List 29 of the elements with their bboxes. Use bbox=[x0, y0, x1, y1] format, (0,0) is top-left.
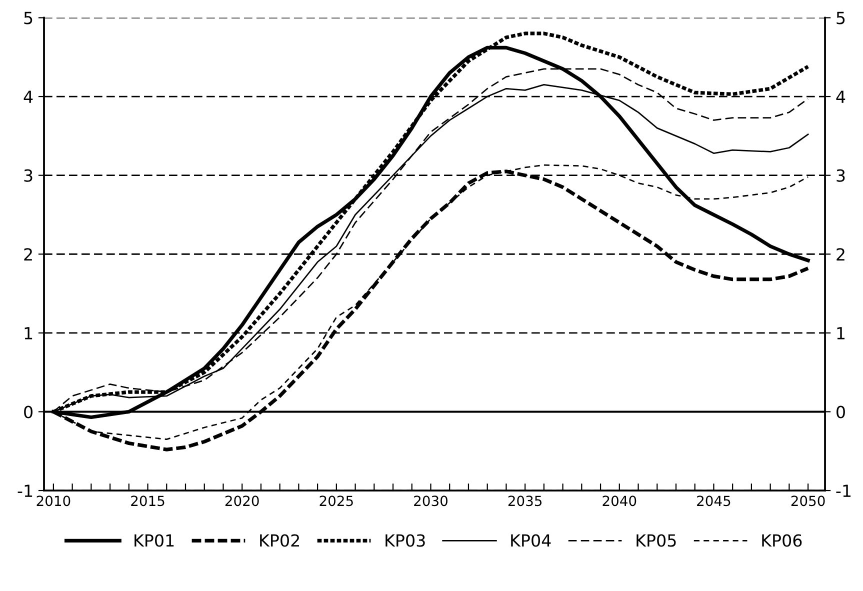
y2-tick-label: 5 bbox=[836, 12, 845, 24]
x-tick-label: 2035 bbox=[508, 496, 542, 506]
y2-tick-label: 0 bbox=[836, 406, 845, 418]
y-tick-label: -1 bbox=[18, 484, 32, 497]
x-tick-label: 2015 bbox=[131, 496, 164, 506]
legend-label: KP03 bbox=[386, 534, 425, 547]
legend-label: KP04 bbox=[511, 534, 551, 547]
x-tick-label: 2020 bbox=[225, 496, 259, 506]
x-tick-label: 2045 bbox=[697, 496, 730, 506]
y-tick-label: 3 bbox=[24, 169, 32, 182]
legend-label: KP05 bbox=[636, 534, 676, 547]
y-tick-label: 5 bbox=[24, 12, 32, 24]
legend-label: KP01 bbox=[134, 534, 174, 547]
legend-label: KP02 bbox=[260, 534, 299, 547]
x-tick-label: 2050 bbox=[791, 496, 825, 506]
y2-tick-label: 1 bbox=[837, 327, 845, 340]
x-tick-label: 2030 bbox=[414, 496, 448, 506]
y2-tick-label: -1 bbox=[836, 484, 851, 497]
x-tick-label: 2040 bbox=[602, 496, 636, 506]
y2-tick-label: 2 bbox=[836, 248, 844, 260]
y-tick-label: 2 bbox=[24, 248, 32, 260]
y2-tick-label: 3 bbox=[836, 169, 845, 182]
y-tick-label: 4 bbox=[24, 90, 33, 103]
y-tick-label: 1 bbox=[24, 327, 32, 340]
x-tick-label: 2025 bbox=[320, 496, 353, 506]
y-tick-label: 0 bbox=[24, 406, 32, 418]
y2-tick-label: 4 bbox=[836, 90, 846, 103]
legend-label: KP06 bbox=[762, 534, 802, 547]
x-tick-label: 2010 bbox=[36, 496, 70, 506]
